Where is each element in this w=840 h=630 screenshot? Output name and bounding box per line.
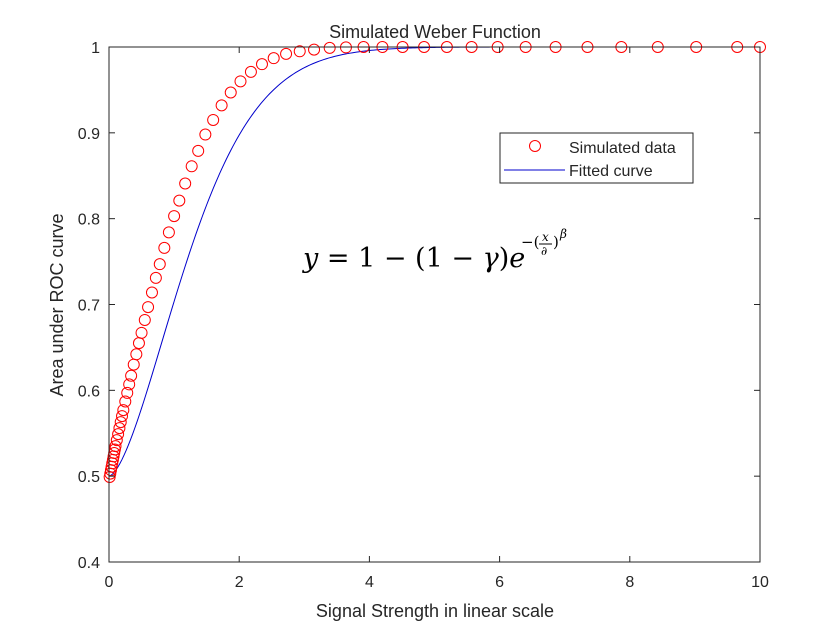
- data-point: [162, 226, 175, 239]
- data-point: [224, 86, 237, 99]
- data-point: [153, 258, 166, 271]
- data-point: [112, 428, 125, 441]
- data-point: [138, 313, 151, 326]
- data-point: [158, 241, 171, 254]
- y-tick-label: 0.5: [78, 469, 100, 486]
- x-tick-label: 2: [235, 574, 244, 591]
- data-point: [114, 416, 127, 429]
- data-point: [117, 404, 130, 417]
- series-simulated-data: [103, 41, 766, 484]
- data-point: [255, 58, 268, 71]
- legend-label-simulated-data: Simulated data: [569, 140, 676, 157]
- x-tick-label: 8: [625, 574, 634, 591]
- equation-annotation: y = 1 − (1 − γ)e −( x ∂ ) β: [302, 227, 567, 274]
- y-tick-label: 0.7: [78, 298, 100, 315]
- data-point: [121, 386, 134, 399]
- equation-text: y = 1 − (1 − γ)e: [302, 243, 525, 274]
- x-tick-label: 0: [105, 574, 114, 591]
- data-point: [113, 422, 126, 435]
- data-point: [280, 47, 293, 60]
- data-point: [234, 75, 247, 88]
- x-tick-label: 4: [365, 574, 374, 591]
- y-tick-label: 1: [91, 40, 100, 57]
- data-point: [145, 286, 158, 299]
- data-point: [135, 326, 148, 339]
- legend-label-fitted-curve: Fitted curve: [569, 163, 653, 180]
- data-point: [109, 440, 122, 453]
- data-point: [116, 410, 129, 423]
- data-point: [293, 45, 306, 58]
- y-axis-label: Area under ROC curve: [47, 213, 67, 396]
- data-point: [110, 434, 123, 447]
- data-point: [130, 348, 143, 361]
- x-tick-label: 6: [495, 574, 504, 591]
- y-tick-label: 0.9: [78, 126, 100, 143]
- data-point: [215, 99, 228, 112]
- data-point: [244, 65, 257, 78]
- data-point: [185, 160, 198, 173]
- x-axis-ticks: 0 2 4 6 8 10: [105, 47, 769, 591]
- y-tick-label: 0.6: [78, 383, 100, 400]
- data-point: [308, 43, 321, 56]
- data-point: [199, 128, 212, 141]
- legend-marker-simulated-data: [529, 140, 541, 152]
- exponent-close-paren: ): [553, 233, 559, 251]
- data-point: [173, 194, 186, 207]
- data-point: [179, 177, 192, 190]
- plot-area: [109, 47, 760, 562]
- chart-title: Simulated Weber Function: [329, 22, 541, 42]
- data-point: [119, 395, 132, 408]
- exponent-beta: β: [559, 227, 567, 241]
- data-point: [149, 271, 162, 284]
- data-point: [192, 144, 205, 157]
- data-point: [125, 369, 138, 382]
- y-tick-label: 0.4: [78, 555, 100, 572]
- y-axis-ticks: 0.4 0.5 0.6 0.7 0.8 0.9 1: [78, 40, 760, 572]
- x-tick-label: 10: [751, 574, 769, 591]
- exponent-minus-paren: −(: [521, 233, 539, 251]
- data-point: [168, 210, 181, 223]
- data-point: [207, 113, 220, 126]
- data-point: [142, 301, 155, 314]
- legend: Simulated data Fitted curve: [499, 132, 694, 184]
- x-axis-label: Signal Strength in linear scale: [316, 601, 554, 621]
- data-point: [123, 378, 136, 391]
- exponent-numerator: x: [542, 230, 549, 244]
- exponent-denominator: ∂: [541, 244, 547, 258]
- y-tick-label: 0.8: [78, 212, 100, 229]
- data-point: [323, 41, 336, 54]
- data-point: [267, 52, 280, 65]
